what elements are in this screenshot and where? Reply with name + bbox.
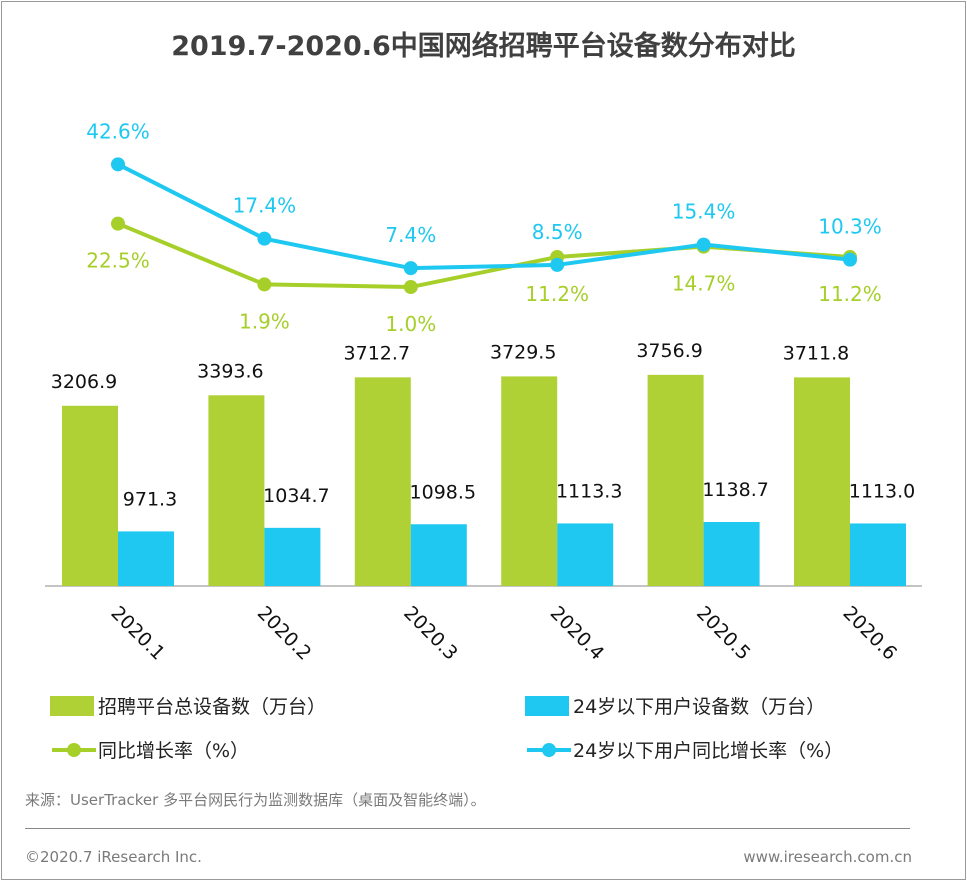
data-label-under24-yoy: 10.3%: [818, 215, 882, 239]
data-label-yoy: 1.9%: [239, 309, 290, 333]
data-label-yoy: 14.7%: [672, 272, 736, 296]
x-tick-label: 2020.5: [692, 602, 755, 665]
point-under24-yoy: [257, 231, 272, 246]
legend-label: 招聘平台总设备数（万台）: [98, 696, 327, 718]
bar-total-devices: [208, 395, 265, 586]
x-tick-label: 2020.3: [399, 602, 462, 665]
website-link[interactable]: www.iresearch.com.cn: [743, 848, 912, 866]
bar-total-devices: [794, 377, 850, 586]
line-under24-yoy: [117, 162, 851, 271]
legend-item-yoy: 同比增长率（%）: [50, 736, 249, 763]
bar-under24-devices: [850, 523, 906, 586]
data-label-under24-yoy: 8.5%: [532, 220, 583, 244]
x-tick-label: 2020.1: [106, 602, 169, 665]
copyright: ©2020.7 iResearch Inc.: [25, 848, 202, 866]
bar-label-under24: 971.3: [123, 488, 177, 510]
data-label-yoy: 1.0%: [385, 312, 436, 336]
point-under24-yoy: [403, 261, 418, 276]
bar-total-devices: [501, 376, 558, 586]
legend-line-marker-green: [52, 742, 96, 757]
point-under24-yoy: [550, 257, 565, 272]
data-label-yoy: 22.5%: [86, 249, 150, 273]
bar-label-total: 3756.9: [636, 340, 702, 362]
bar-label-under24: 1098.5: [410, 481, 476, 503]
bar-total-devices: [62, 405, 118, 586]
bar-label-total: 3393.6: [197, 360, 263, 382]
bar-under24-devices: [410, 524, 467, 586]
legend-swatch-green-bar: [50, 695, 94, 716]
bar-label-total: 3206.9: [51, 371, 117, 393]
footer-divider: [25, 828, 910, 829]
legend-label: 24岁以下用户设备数（万台）: [573, 696, 826, 718]
bar-label-total: 3712.7: [344, 342, 410, 364]
point-yoy: [403, 280, 418, 295]
bar-label-total: 3711.8: [783, 342, 849, 364]
point-under24-yoy: [696, 237, 711, 252]
point-yoy: [111, 216, 125, 231]
bar-label-under24: 1113.0: [849, 480, 915, 502]
bar-total-devices: [354, 377, 411, 586]
legend-item-under24-devices: 24岁以下用户设备数（万台）: [525, 692, 825, 719]
bar-under24-devices: [703, 522, 760, 586]
bar-label-total: 3729.5: [490, 341, 556, 363]
data-label-under24-yoy: 42.6%: [86, 119, 150, 143]
bar-under24-devices: [557, 523, 614, 586]
legend-item-under24-yoy: 24岁以下用户同比增长率（%）: [525, 736, 843, 763]
bar-total-devices: [647, 374, 704, 586]
data-label-under24-yoy: 15.4%: [672, 200, 736, 224]
chart-title: 2019.7-2020.6中国网络招聘平台设备数分布对比: [171, 31, 796, 62]
x-tick-label: 2020.4: [546, 602, 609, 665]
source-note: 来源：UserTracker 多平台网民行为监测数据库（桌面及智能终端）。: [25, 791, 486, 809]
point-under24-yoy: [843, 252, 857, 267]
legend-label: 24岁以下用户同比增长率（%）: [573, 740, 844, 762]
bar-under24-devices: [264, 527, 321, 586]
bar-label-under24: 1113.3: [556, 480, 622, 502]
chart-plot: 3206.9 971.3 2020.1 3393.6 1034.7 2020.2 3712.…: [45, 119, 922, 665]
line-yoy: [117, 221, 851, 290]
point-under24-yoy: [111, 157, 125, 172]
x-tick-label: 2020.6: [838, 602, 901, 665]
data-label-under24-yoy: 7.4%: [385, 223, 436, 247]
bar-under24-devices: [118, 531, 174, 586]
legend-line-marker-blue: [527, 742, 571, 757]
data-label-yoy: 11.2%: [818, 282, 882, 306]
legend-swatch-blue-bar: [525, 695, 569, 716]
point-yoy: [257, 277, 272, 292]
data-label-under24-yoy: 17.4%: [233, 194, 297, 218]
bar-label-under24: 1034.7: [263, 485, 329, 507]
bar-label-under24: 1138.7: [702, 479, 768, 501]
legend-item-total-devices: 招聘平台总设备数（万台）: [50, 692, 326, 719]
data-label-yoy: 11.2%: [525, 282, 589, 306]
x-tick-label: 2020.2: [253, 602, 316, 665]
legend-label: 同比增长率（%）: [98, 740, 250, 762]
